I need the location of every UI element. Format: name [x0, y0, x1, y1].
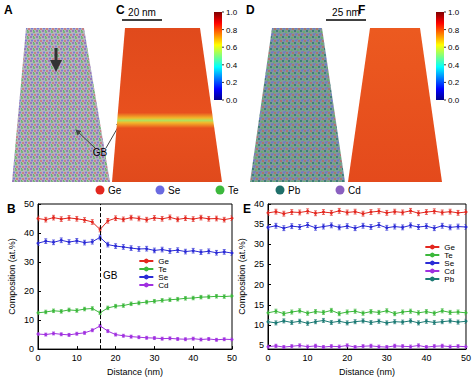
svg-text:0.2: 0.2 — [448, 78, 460, 87]
svg-text:20: 20 — [342, 353, 352, 363]
svg-text:0.8: 0.8 — [448, 26, 460, 35]
svg-text:Te: Te — [228, 185, 239, 196]
svg-text:5: 5 — [259, 340, 264, 350]
svg-text:Distance (nm): Distance (nm) — [107, 367, 163, 377]
svg-text:0.8: 0.8 — [226, 26, 238, 35]
svg-text:Cd: Cd — [444, 266, 455, 276]
svg-text:10: 10 — [303, 353, 313, 363]
svg-text:Distance (nm): Distance (nm) — [339, 367, 395, 377]
svg-text:Cd: Cd — [158, 281, 168, 290]
svg-text:35: 35 — [254, 219, 264, 229]
svg-text:0.6: 0.6 — [448, 43, 460, 52]
svg-text:50: 50 — [461, 353, 471, 363]
svg-text:A: A — [4, 3, 13, 17]
svg-text:Cd: Cd — [348, 185, 361, 196]
svg-text:0: 0 — [29, 344, 34, 354]
svg-text:Se: Se — [158, 272, 169, 282]
svg-text:Se: Se — [168, 185, 181, 196]
svg-text:0.2: 0.2 — [226, 78, 238, 87]
svg-text:25 nm: 25 nm — [332, 7, 360, 18]
svg-text:Composition (at.%): Composition (at.%) — [237, 238, 247, 315]
svg-text:20: 20 — [24, 286, 34, 296]
svg-text:Se: Se — [444, 258, 455, 268]
svg-text:E: E — [243, 202, 251, 216]
svg-text:40: 40 — [421, 353, 431, 363]
svg-text:30: 30 — [254, 239, 264, 249]
svg-text:0.4: 0.4 — [448, 61, 460, 70]
svg-text:10: 10 — [72, 353, 82, 363]
svg-text:GB: GB — [103, 270, 118, 281]
svg-text:Te: Te — [444, 250, 453, 260]
svg-text:50: 50 — [24, 199, 34, 209]
svg-text:0: 0 — [265, 353, 270, 363]
svg-text:10: 10 — [24, 315, 34, 325]
svg-text:1.0: 1.0 — [226, 8, 238, 17]
svg-text:10: 10 — [254, 320, 264, 330]
svg-text:Composition (at.%): Composition (at.%) — [7, 238, 17, 315]
svg-text:20: 20 — [111, 353, 121, 363]
svg-text:1.0: 1.0 — [448, 8, 460, 17]
svg-text:C: C — [116, 3, 125, 17]
svg-text:40: 40 — [188, 353, 198, 363]
svg-text:D: D — [246, 3, 255, 17]
svg-text:30: 30 — [24, 257, 34, 267]
svg-text:Te: Te — [158, 264, 167, 274]
svg-text:30: 30 — [382, 353, 392, 363]
svg-text:Ge: Ge — [158, 256, 169, 266]
svg-text:40: 40 — [254, 199, 264, 209]
svg-text:B: B — [7, 202, 16, 216]
svg-text:Ge: Ge — [444, 242, 455, 252]
svg-text:GB: GB — [93, 147, 108, 158]
svg-text:Pb: Pb — [444, 275, 454, 284]
svg-text:40: 40 — [24, 228, 34, 238]
svg-text:Pb: Pb — [288, 185, 301, 196]
svg-text:0.0: 0.0 — [448, 96, 460, 105]
svg-text:50: 50 — [227, 353, 237, 363]
svg-text:25: 25 — [254, 259, 264, 269]
svg-text:0.4: 0.4 — [226, 61, 238, 70]
svg-text:20 nm: 20 nm — [128, 7, 156, 18]
svg-text:15: 15 — [254, 300, 264, 310]
svg-text:20: 20 — [254, 280, 264, 290]
svg-text:0: 0 — [35, 353, 40, 363]
svg-text:Ge: Ge — [108, 185, 122, 196]
svg-text:30: 30 — [149, 353, 159, 363]
svg-text:0.6: 0.6 — [226, 43, 238, 52]
svg-text:0.0: 0.0 — [226, 96, 238, 105]
svg-text:F: F — [358, 3, 365, 17]
